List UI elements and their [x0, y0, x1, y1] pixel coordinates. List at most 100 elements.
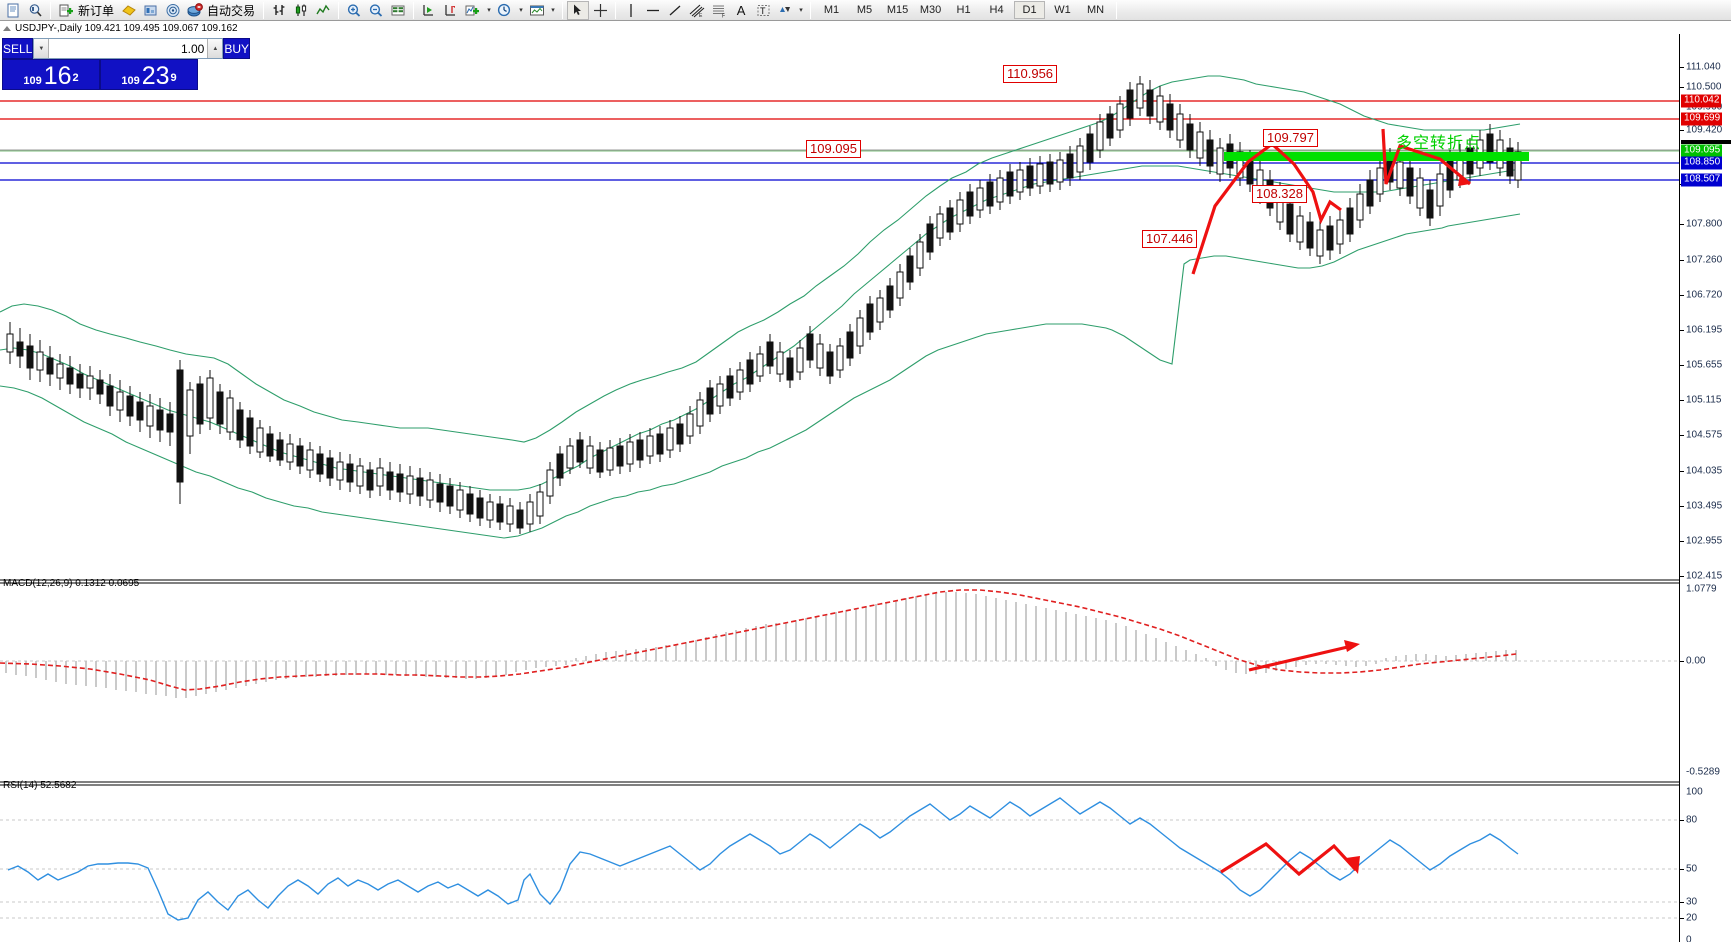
- sell-price-lead: 109: [23, 75, 42, 87]
- sell-price-big: 16: [43, 62, 72, 90]
- timeframe-d1[interactable]: D1: [1014, 1, 1046, 19]
- chart-canvas[interactable]: MACD(12,26,9) 0.1312 0.0695 RSI(14) 52.5…: [0, 34, 1731, 942]
- macd-scale-label-zero: 0.00: [1686, 655, 1706, 667]
- macd-arrow-head: [1344, 640, 1360, 652]
- main-toolbar: 新订单 自动交易: [0, 0, 1731, 21]
- price-zigzag-annotation: [1191, 141, 1342, 275]
- autotrading-icon[interactable]: [184, 1, 206, 20]
- scale-label-105-655: 105.655: [1686, 359, 1723, 371]
- callout-109-095[interactable]: 109.095: [806, 140, 861, 158]
- timeframe-mn[interactable]: MN: [1086, 4, 1105, 16]
- arrows-chevron-down-icon[interactable]: ▾: [799, 7, 803, 14]
- scale-tick: [1680, 471, 1684, 472]
- candlestick-chart-icon[interactable]: [290, 1, 312, 20]
- new-chart-icon[interactable]: [2, 1, 24, 20]
- chinese-note-label: 多空转折点: [1396, 135, 1482, 152]
- auto-scroll-icon[interactable]: [418, 1, 440, 20]
- scale-label-105-115: 105.115: [1686, 394, 1722, 406]
- scale-tick: [1680, 576, 1684, 577]
- price-scale[interactable]: 111.040 110.500 109.960 109.420 108.880 …: [1679, 34, 1731, 942]
- price-arrow-head: [1458, 174, 1470, 186]
- autotrading-button[interactable]: 自动交易: [184, 1, 259, 20]
- one-click-trading-panel[interactable]: SELL ▼ ▲ BUY 109 16 2 109 23 9: [2, 38, 251, 90]
- buy-label[interactable]: BUY: [223, 38, 251, 59]
- rsi-zigzag-annotation: [1220, 842, 1358, 877]
- callout-107-446[interactable]: 107.446: [1142, 230, 1197, 248]
- scale-tick: [1680, 506, 1684, 507]
- periods-icon[interactable]: [494, 1, 516, 20]
- collapse-triangle-icon[interactable]: [3, 25, 11, 31]
- timeframe-m30[interactable]: M30: [919, 4, 942, 16]
- equidistant-channel-icon[interactable]: E: [686, 1, 708, 20]
- callout-108-328[interactable]: 108.328: [1252, 185, 1307, 203]
- scale-label-106-195: 106.195: [1686, 324, 1723, 336]
- text-icon[interactable]: A: [736, 2, 746, 18]
- data-window-icon[interactable]: [387, 1, 409, 20]
- scale-label-103-495: 103.495: [1686, 500, 1723, 512]
- toolbar-divider-8: [1116, 1, 1118, 19]
- new-order-button[interactable]: 新订单: [55, 1, 118, 20]
- fibonacci-retracement-icon[interactable]: F: [708, 1, 730, 20]
- scale-tick: [1680, 661, 1684, 662]
- macd-histogram: [5, 592, 1517, 698]
- new-order-label: 新订单: [78, 3, 115, 18]
- scale-tick: [1680, 820, 1684, 821]
- timeframe-m1[interactable]: M1: [823, 4, 840, 16]
- callout-109-797[interactable]: 109.797: [1263, 129, 1318, 147]
- trendline-icon[interactable]: [664, 1, 686, 20]
- bar-chart-icon[interactable]: [268, 1, 290, 20]
- arrows-icon[interactable]: [774, 1, 796, 20]
- buy-price-big: 23: [141, 62, 170, 90]
- indicators-chevron-down-icon[interactable]: ▾: [487, 7, 491, 14]
- volume-stepper[interactable]: ▼ ▲: [33, 38, 224, 59]
- chart-shift-icon[interactable]: [440, 1, 462, 20]
- timeframe-h4[interactable]: H4: [989, 4, 1004, 16]
- profiles-icon[interactable]: [24, 1, 46, 20]
- timeframe-m15[interactable]: M15: [886, 4, 909, 16]
- sell-price-button[interactable]: 109 16 2: [2, 59, 100, 90]
- new-order-icon[interactable]: [55, 1, 77, 20]
- volume-decrease-icon[interactable]: ▼: [34, 39, 50, 58]
- timeframe-h1[interactable]: H1: [956, 4, 971, 16]
- cursor-icon[interactable]: [567, 0, 590, 20]
- signals-icon[interactable]: [162, 1, 184, 20]
- templates-chevron-down-icon[interactable]: ▾: [551, 7, 555, 14]
- timeframe-m5[interactable]: M5: [856, 4, 873, 16]
- scale-tick: [1680, 541, 1684, 542]
- line-chart-icon[interactable]: [312, 1, 334, 20]
- rsi-indicator-label: RSI(14) 52.5682: [3, 780, 77, 791]
- sell-price-fraction: 2: [72, 72, 79, 84]
- indicators-icon[interactable]: [462, 1, 484, 20]
- buy-price-button[interactable]: 109 23 9: [100, 59, 198, 90]
- scale-label-107-800: 107.800: [1686, 218, 1723, 230]
- bollinger-lower-band: [0, 213, 1521, 539]
- vertical-line-icon[interactable]: [620, 1, 642, 20]
- svg-text:T: T: [760, 6, 766, 16]
- strategy-tester-icon[interactable]: [140, 1, 162, 20]
- volume-increase-icon[interactable]: ▲: [207, 39, 223, 58]
- scale-tick: [1680, 67, 1684, 68]
- text-label-icon[interactable]: T: [752, 1, 774, 20]
- price-badge-108-507: 108.507: [1681, 173, 1723, 187]
- scale-label-109-420: 109.420: [1686, 124, 1723, 136]
- periods-chevron-down-icon[interactable]: ▾: [519, 7, 523, 14]
- expert-advisor-icon[interactable]: [118, 1, 140, 20]
- callout-110-956[interactable]: 110.956: [1003, 65, 1058, 83]
- rsi-scale-label-20: 20: [1686, 912, 1698, 924]
- scale-tick: [1680, 224, 1684, 225]
- scale-tick: [1680, 87, 1684, 88]
- rsi-scale-label-50: 50: [1686, 863, 1698, 875]
- scale-tick: [1680, 902, 1684, 903]
- toolbar-divider: [50, 1, 51, 19]
- templates-icon[interactable]: [526, 1, 548, 20]
- current-price-marker: [1681, 140, 1731, 144]
- timeframe-w1[interactable]: W1: [1054, 4, 1071, 16]
- zoom-out-icon[interactable]: [365, 1, 387, 20]
- volume-input[interactable]: [49, 41, 208, 56]
- candlestick-series: [6, 76, 1522, 534]
- horizontal-line-icon[interactable]: [642, 1, 664, 20]
- zoom-in-icon[interactable]: [343, 1, 365, 20]
- crosshair-icon[interactable]: [589, 1, 611, 20]
- sell-label[interactable]: SELL: [2, 38, 34, 59]
